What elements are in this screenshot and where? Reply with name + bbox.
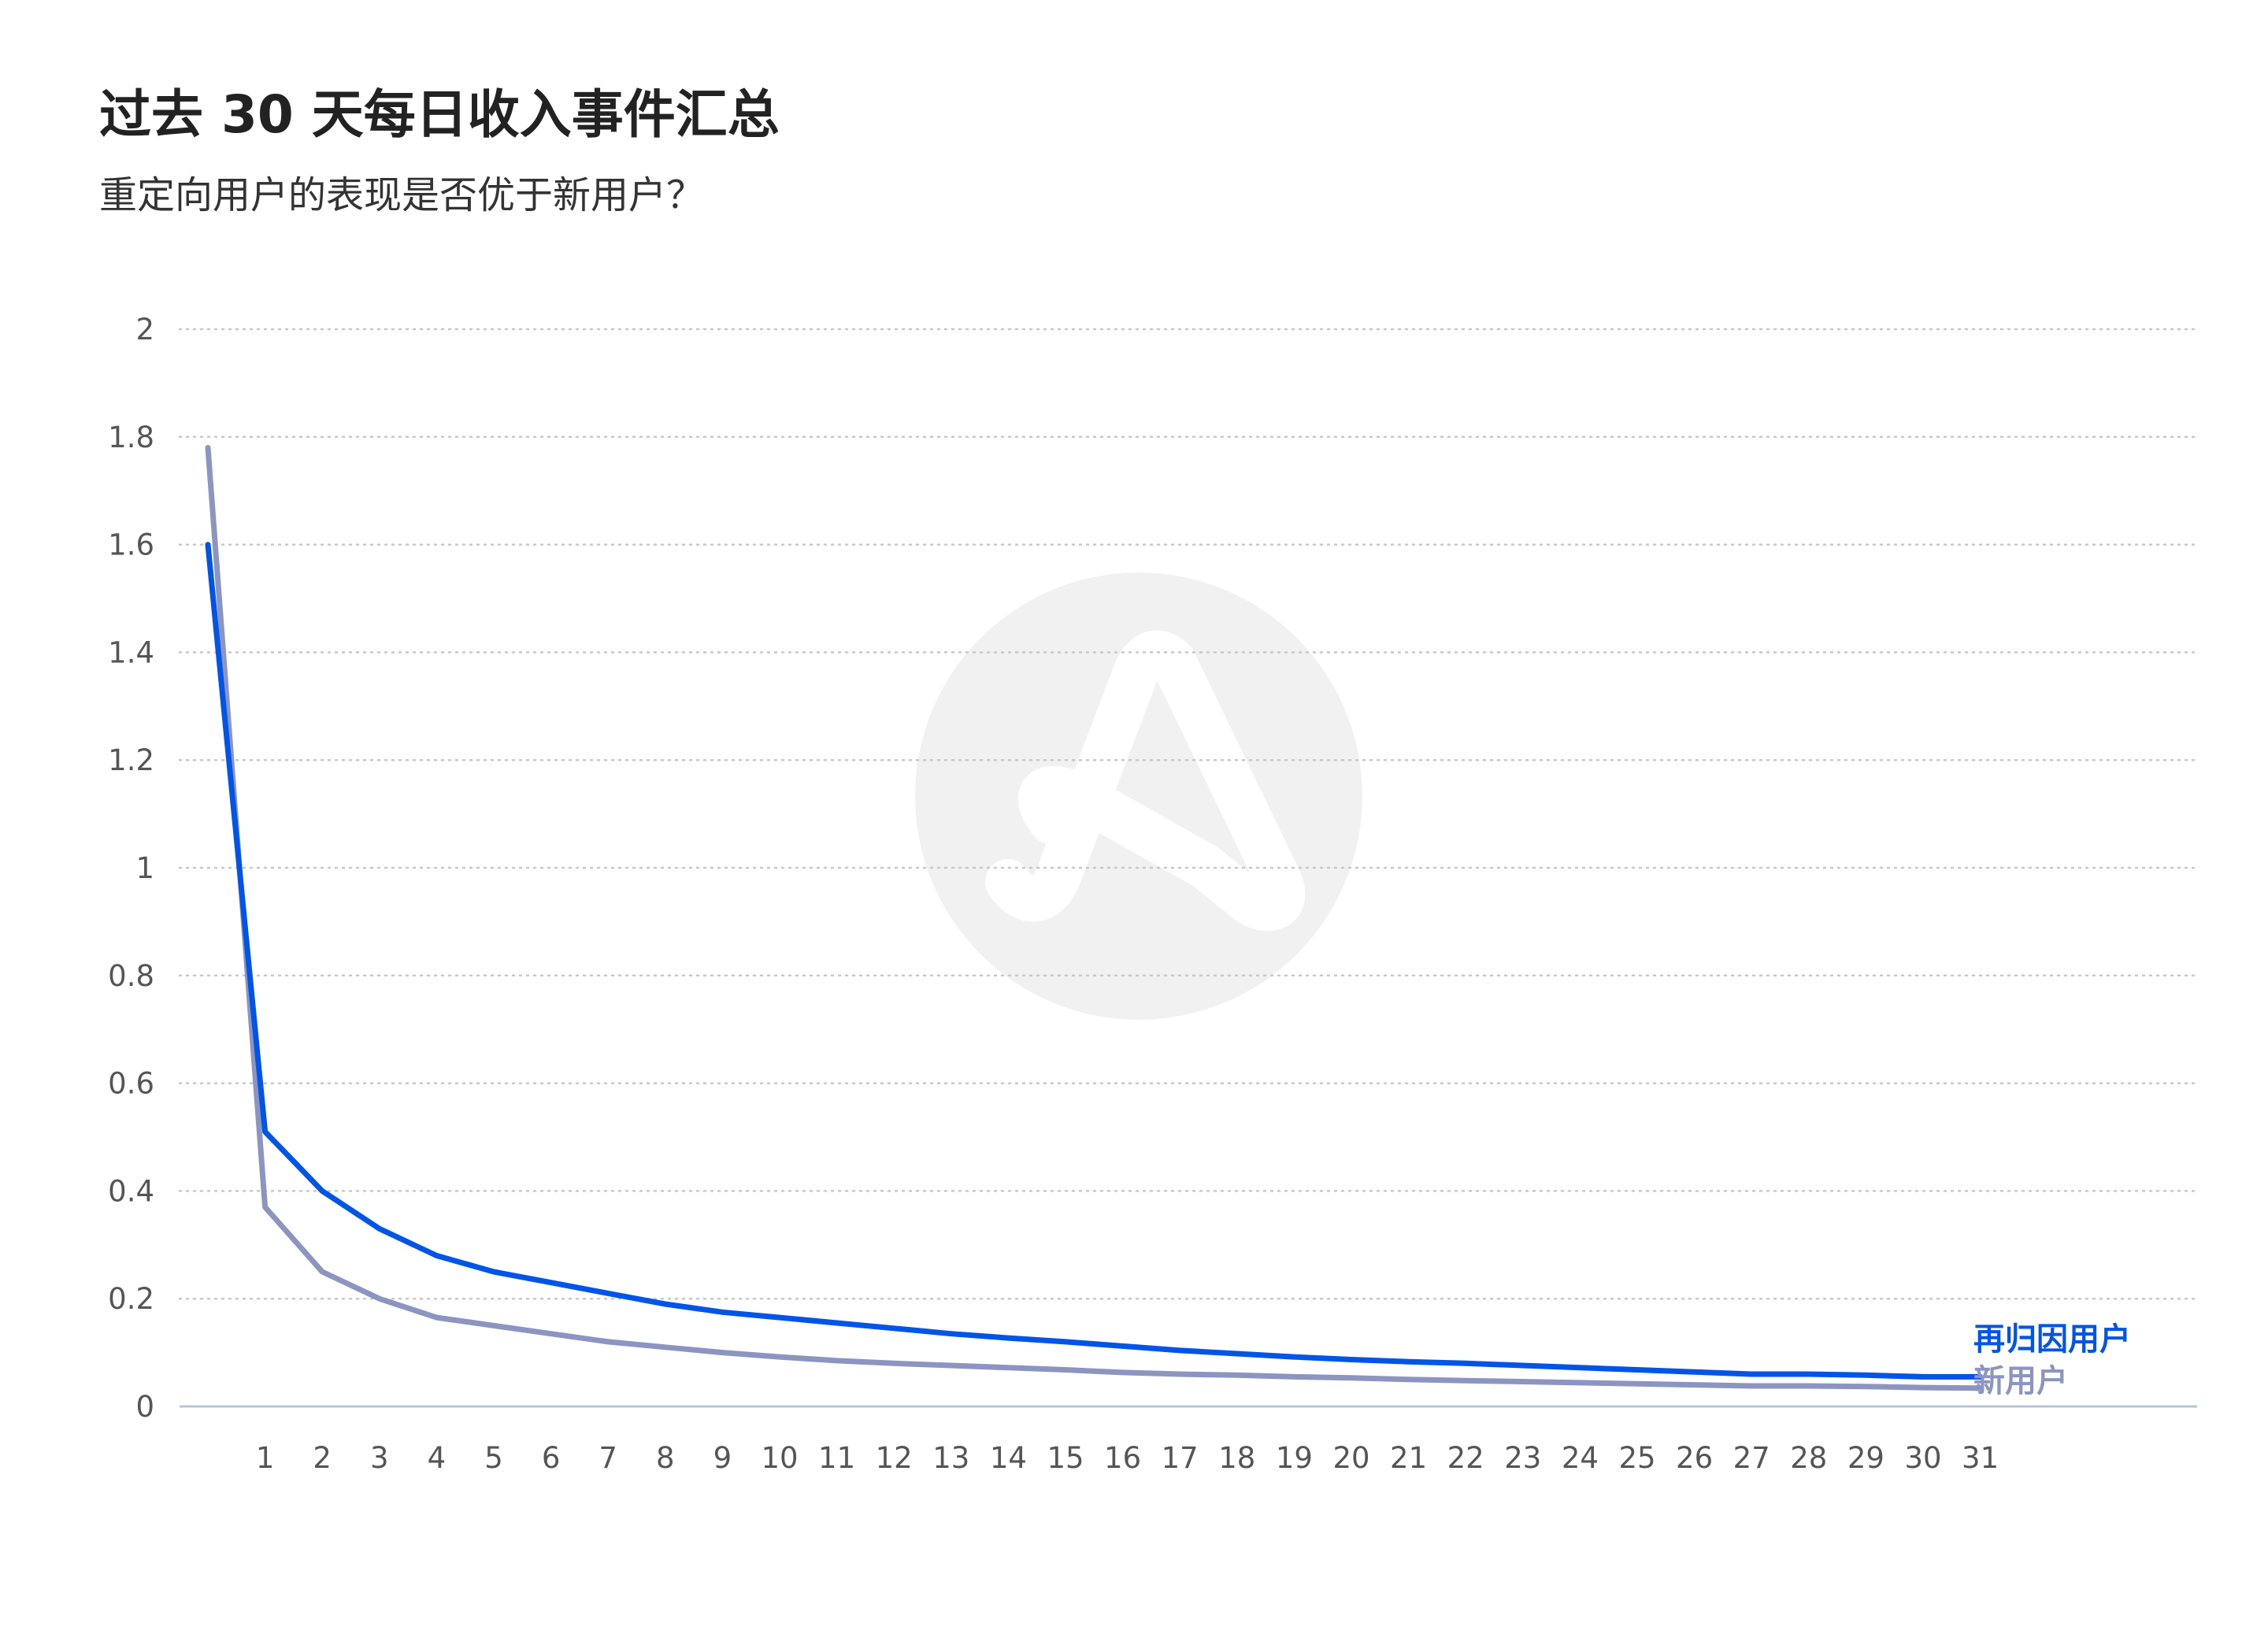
x-tick-label: 28 bbox=[1790, 1441, 1827, 1475]
x-tick-label: 13 bbox=[932, 1441, 969, 1475]
x-tick-label: 31 bbox=[1962, 1441, 1999, 1475]
x-tick-label: 6 bbox=[542, 1441, 561, 1475]
x-tick-label: 12 bbox=[876, 1441, 913, 1475]
x-tick-label: 18 bbox=[1218, 1441, 1255, 1475]
x-tick-label: 2 bbox=[313, 1441, 332, 1475]
series-line-new-users bbox=[205, 445, 1984, 1391]
x-tick-label: 3 bbox=[370, 1441, 389, 1475]
x-tick-label: 22 bbox=[1447, 1441, 1484, 1475]
y-tick-label: 2 bbox=[135, 313, 154, 346]
x-tick-label: 1 bbox=[256, 1441, 275, 1475]
series-lines bbox=[205, 445, 1984, 1391]
grid-lines bbox=[178, 328, 2199, 1300]
y-tick-label: 0.8 bbox=[108, 959, 154, 993]
logo-icon bbox=[915, 572, 1362, 1020]
chart-subtitle: 重定向用户的表现是否优于新用户？ bbox=[99, 173, 705, 217]
y-tick-label: 0 bbox=[135, 1390, 154, 1424]
y-tick-label: 0.6 bbox=[108, 1067, 154, 1101]
y-tick-label: 0.4 bbox=[108, 1174, 154, 1208]
y-tick-label: 1.6 bbox=[108, 528, 154, 562]
x-tick-label: 26 bbox=[1676, 1441, 1713, 1475]
x-tick-label: 14 bbox=[990, 1441, 1027, 1475]
x-tick-label: 23 bbox=[1504, 1441, 1541, 1475]
x-tick-label: 4 bbox=[428, 1441, 447, 1475]
y-tick-label: 1.4 bbox=[108, 635, 154, 669]
series-line-retargeted bbox=[205, 542, 1984, 1380]
x-tick-label: 9 bbox=[713, 1441, 732, 1475]
x-axis-ticks: 1 2 3 4 5 6 7 8 9 10 11 12 13 14 15 16 17 18 19 20 21 22 23 24 2… bbox=[256, 1441, 1999, 1475]
legend-label-new-users: 新用户 bbox=[1973, 1363, 2068, 1399]
legend-label-retargeted: 再归因用户 bbox=[1973, 1321, 2131, 1358]
x-tick-label: 29 bbox=[1847, 1441, 1884, 1475]
y-tick-label: 1.2 bbox=[108, 743, 154, 777]
x-tick-label: 7 bbox=[598, 1441, 617, 1475]
x-tick-label: 27 bbox=[1733, 1441, 1770, 1475]
x-tick-label: 25 bbox=[1618, 1441, 1655, 1475]
x-tick-label: 8 bbox=[656, 1441, 675, 1475]
x-tick-label: 20 bbox=[1332, 1441, 1369, 1475]
x-tick-label: 17 bbox=[1162, 1441, 1199, 1475]
y-tick-label: 0.2 bbox=[108, 1282, 154, 1316]
chart-title: 过去 30 天每日收入事件汇总 bbox=[99, 84, 780, 145]
x-tick-label: 16 bbox=[1104, 1441, 1141, 1475]
x-tick-label: 30 bbox=[1904, 1441, 1941, 1475]
x-tick-label: 11 bbox=[818, 1441, 855, 1475]
x-tick-label: 5 bbox=[484, 1441, 503, 1475]
y-axis-ticks: 0 0.2 0.4 0.6 0.8 1 1.2 1.4 1.6 1.8 2 bbox=[108, 313, 154, 1424]
x-tick-label: 15 bbox=[1047, 1441, 1084, 1475]
x-tick-label: 19 bbox=[1276, 1441, 1313, 1475]
y-tick-label: 1 bbox=[135, 851, 154, 885]
x-tick-label: 24 bbox=[1562, 1441, 1599, 1475]
x-tick-label: 10 bbox=[761, 1441, 798, 1475]
x-tick-label: 21 bbox=[1390, 1441, 1427, 1475]
y-tick-label: 1.8 bbox=[108, 421, 154, 454]
